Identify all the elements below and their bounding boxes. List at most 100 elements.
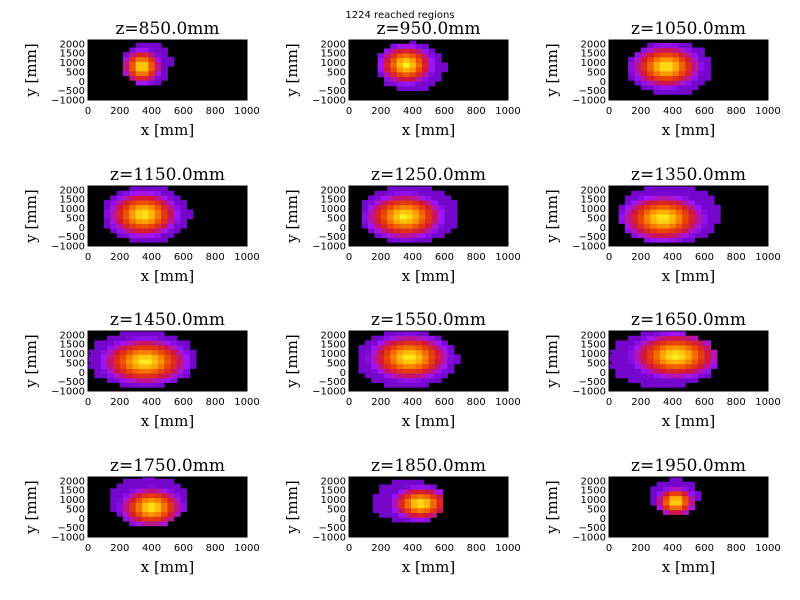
heatmap-cell [116,497,124,503]
heatmap-cell [409,53,417,59]
heatmap-cell [650,223,658,229]
heatmap-cell [390,363,398,369]
heatmap-cell [406,186,413,192]
heatmap-cell [154,52,162,58]
heatmap-cell [431,209,439,215]
heatmap-cell [631,214,639,220]
heatmap-cell [417,493,425,499]
heatmap-cell [678,335,686,341]
heatmap-cell [387,200,394,206]
heatmap-cell [647,70,654,77]
heatmap-cell [167,56,175,62]
x-tick-label: 400 [663,252,682,263]
heatmap-cell [678,42,686,48]
heatmap-cell [423,503,431,509]
heatmap-cell [412,200,420,206]
heatmap-cell [396,53,404,59]
heatmap-cell [666,89,673,95]
y-tick-label: 0 [79,514,85,525]
heatmap-cell [368,195,375,201]
heatmap-cell [688,223,696,229]
heatmap-cell [393,195,401,201]
heatmap-cell [666,61,673,67]
x-tick-label: 400 [403,397,422,408]
heatmap-cell [129,200,137,206]
heatmap-cell [154,478,162,484]
panel-frame [348,330,509,392]
heatmap-cell [161,228,168,234]
heatmap-cell [390,331,398,337]
heatmap-cell [701,209,708,215]
heatmap-cell [643,228,651,234]
heatmap-cell [634,70,642,77]
heatmap-cell [129,186,137,192]
x-tick-label: 600 [174,397,193,408]
heatmap-cell [425,223,433,229]
heatmap-cell [430,512,437,518]
heatmap-cell [385,489,393,495]
heatmap-cell [138,340,146,346]
y-tick-label: 1500 [321,195,346,206]
heatmap-cell [167,507,175,513]
heatmap-cell [624,223,632,229]
heatmap-cell [372,498,380,504]
heatmap-cell [698,47,705,53]
heatmap-cell [647,368,654,374]
heatmap-cell [406,223,413,229]
heatmap-cell [396,48,404,54]
heatmap-cell [431,228,439,234]
heatmap-cell [100,368,108,374]
heatmap-cell [173,214,181,220]
heatmap-cell [704,368,712,374]
heatmap-cell [415,43,423,49]
heatmap-cell [161,214,168,220]
heatmap-cell [396,359,404,365]
heatmap-cell [161,237,168,243]
heatmap-cell [154,186,162,192]
heatmap-cell [438,223,445,229]
heatmap-cell [704,56,712,62]
heatmap-cell [704,340,712,346]
heatmap-cell [666,377,673,383]
heatmap-cell [119,382,127,388]
heatmap-cell [399,228,407,234]
heatmap-cell [94,359,102,365]
heatmap-cell [161,190,168,196]
heatmap-cell [701,204,708,210]
heatmap-cell [704,359,712,365]
heatmap-cell [653,61,661,67]
heatmap-cell [647,335,654,341]
x-tick-label: 1000 [495,543,520,554]
heatmap-cell [393,237,401,243]
heatmap-cell [411,517,418,523]
heatmap-cell [100,363,108,369]
heatmap-cell [659,331,667,337]
y-tick-label: −500 [319,523,346,534]
heatmap-cell [151,335,159,341]
y-tick-label: 1000 [581,495,606,506]
heatmap-cell [640,377,648,383]
heatmap-cell [634,349,642,355]
heatmap-cell [409,57,417,63]
y-tick-label: −1000 [51,242,85,253]
heatmap-cell [431,190,439,196]
heatmap-cell [418,209,426,215]
heatmap-cell [406,204,413,210]
y-tick-label: −500 [319,86,346,97]
heatmap-cell [135,497,143,503]
heatmap-cell [447,363,455,369]
heatmap-cell [698,368,705,374]
heatmap-cell [417,517,425,523]
heatmap-cell [444,204,452,210]
heatmap-cell [379,512,386,518]
heatmap-cell [398,498,406,504]
heatmap-cell [653,47,661,53]
y-tick-label: 1500 [581,195,606,206]
heatmap-cell [415,373,423,379]
heatmap-cell [110,492,118,499]
heatmap-cell [666,349,673,355]
heatmap-cell [377,345,385,351]
heatmap-cell [161,502,168,508]
heatmap-cell [151,363,159,369]
x-tick-label: 600 [174,252,193,263]
